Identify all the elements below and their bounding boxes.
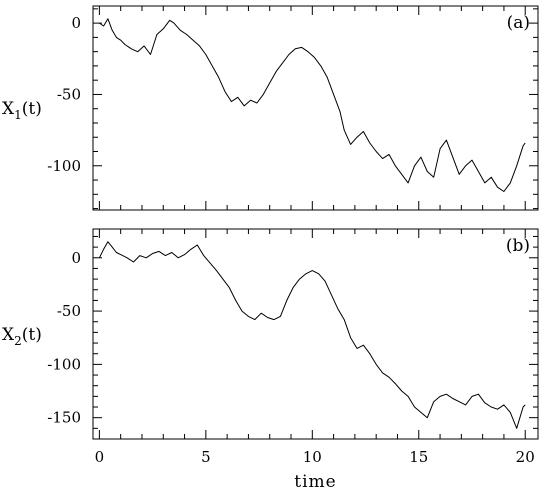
y-axis-title: X2(t) bbox=[2, 325, 42, 348]
x-tick-label: 0 bbox=[95, 448, 105, 466]
x-tick-label: 15 bbox=[409, 448, 428, 466]
panel-label: (a) bbox=[507, 13, 530, 33]
panel-label: (b) bbox=[506, 236, 530, 256]
y-tick-label: -50 bbox=[57, 302, 81, 320]
plot-frame bbox=[92, 5, 539, 211]
y-tick-label: -100 bbox=[47, 157, 81, 175]
plot-frame bbox=[92, 228, 539, 440]
panel-a: 0 -50 -100 X1(t) (a) bbox=[2, 5, 539, 211]
series-line bbox=[98, 241, 526, 429]
y-tick-label: -100 bbox=[47, 355, 81, 373]
y-tick-label: -50 bbox=[57, 85, 81, 103]
series-line bbox=[99, 18, 526, 192]
y-tick-label: -150 bbox=[47, 409, 81, 427]
panel-b: 0 -50 -100 -150 0 5 10 15 20 time X2(t) (b) bbox=[2, 228, 539, 492]
x-tick-label: 10 bbox=[303, 448, 322, 466]
x-tick-label: 20 bbox=[516, 448, 535, 466]
x-axis-title: time bbox=[294, 472, 336, 492]
y-tick-label: 0 bbox=[71, 249, 81, 267]
x-tick-label: 5 bbox=[201, 448, 211, 466]
y-tick-label: 0 bbox=[71, 14, 81, 32]
y-axis-title: X1(t) bbox=[2, 99, 42, 122]
